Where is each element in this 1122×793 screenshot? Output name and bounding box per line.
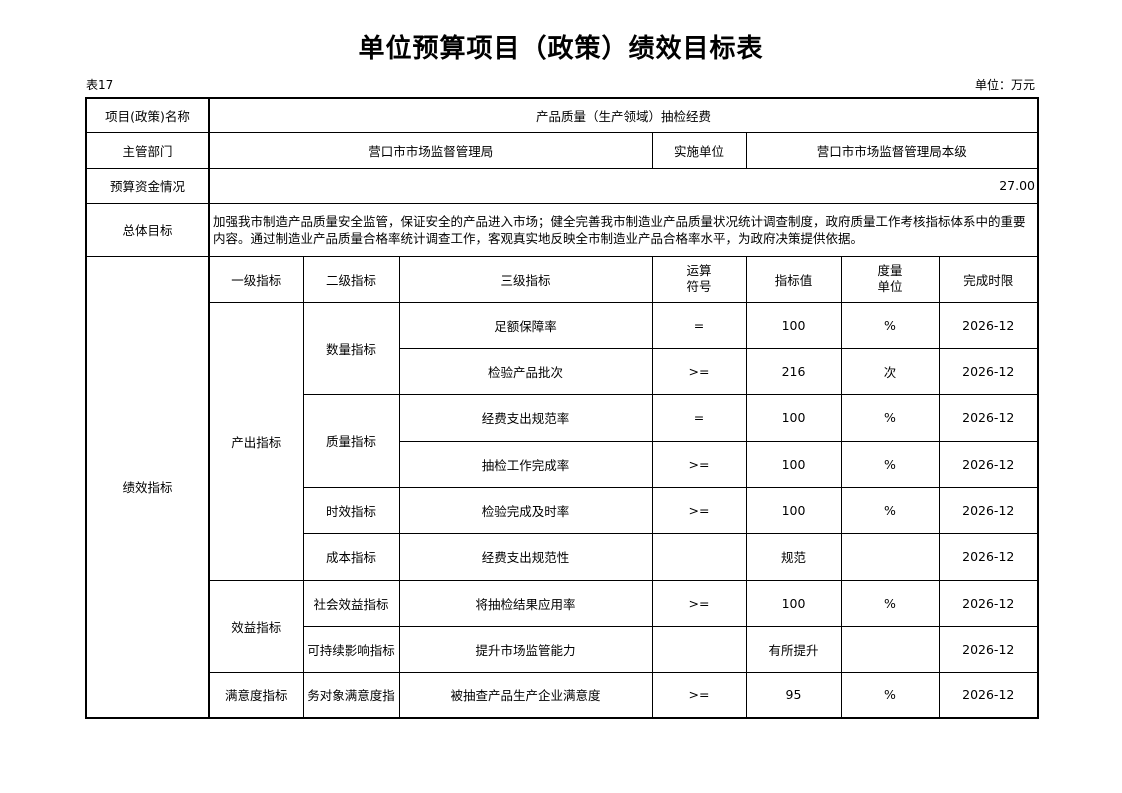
project-name: 产品质量（生产领域）抽检经费 (208, 97, 1039, 133)
value-cell: 100 (745, 301, 842, 349)
level3-cell: 检验完成及时率 (398, 486, 653, 534)
level3-cell: 提升市场监管能力 (398, 625, 653, 673)
value-cell: 规范 (745, 532, 842, 581)
value-cell: 100 (745, 440, 842, 488)
perf-label: 绩效指标 (85, 255, 210, 719)
level1-cell: 产出指标 (208, 301, 304, 581)
unit-label: 单位：万元 (974, 78, 1035, 92)
deadline-cell: 2026-12 (938, 625, 1039, 673)
table-row: 抽检工作完成率 >= 100% 2026-12 (86, 440, 1039, 488)
table-number: 表17 (86, 78, 114, 92)
col-header: 完成时限 (938, 255, 1039, 303)
op-cell (651, 625, 747, 673)
col-header: 三级指标 (398, 255, 653, 303)
value-cell: 100 (745, 579, 842, 627)
level3-cell: 经费支出规范性 (398, 532, 653, 581)
unit-cell: % (840, 393, 940, 442)
value-cell: 100 (745, 486, 842, 534)
col-header: 二级指标 (302, 255, 400, 303)
level2-cell: 社会效益指标 (302, 579, 400, 627)
op-cell: = (651, 301, 747, 349)
unit-cell: % (840, 486, 940, 534)
level1-cell: 满意度指标 (208, 671, 304, 719)
table-row: 满意度指标 务对象满意度指 被抽查产品生产企业满意度 >= 95% 2026-12 (86, 671, 1039, 719)
level3-cell: 抽检工作完成率 (398, 440, 653, 488)
deadline-cell: 2026-12 (938, 532, 1039, 581)
table-row: 成本指标 经费支出规范性 规范 2026-12 (86, 532, 1039, 581)
budget-label: 预算资金情况 (85, 167, 210, 204)
deadline-cell: 2026-12 (938, 440, 1039, 488)
level2-cell: 时效指标 (302, 486, 400, 534)
table-row: 质量指标 经费支出规范率 = 100% 2026-12 (86, 393, 1039, 488)
deadline-cell: 2026-12 (938, 486, 1039, 534)
col-header: 运算 符号 (651, 255, 747, 303)
value-cell: 216 (745, 347, 842, 395)
performance-table: 项目(政策)名称 产品质量（生产领域）抽检经费 主管部门 营口市市场监督管理局 实施单… (85, 97, 1039, 719)
level2-cell: 质量指标 (302, 393, 400, 488)
op-cell (651, 532, 747, 581)
value-cell: 95 (745, 671, 842, 719)
goal-text: 加强我市制造产品质量安全监管，保证安全的产品进入市场；健全完善我市制造业产品质量… (208, 202, 1039, 257)
level3-cell: 检验产品批次 (398, 347, 653, 395)
table-row: 可持续影响指标 提升市场监管能力 有所提升 2026-12 (86, 625, 1039, 673)
unit-cell: % (840, 671, 940, 719)
level3-cell: 将抽检结果应用率 (398, 579, 653, 627)
level2-cell: 数量指标 (302, 301, 400, 395)
unit-cell (840, 625, 940, 673)
unit-cell: % (840, 579, 940, 627)
level3-cell: 被抽查产品生产企业满意度 (398, 671, 653, 719)
deadline-cell: 2026-12 (938, 347, 1039, 395)
impl-value: 营口市市场监督管理局本级 (745, 131, 1039, 169)
col-header: 度量 单位 (840, 255, 940, 303)
level2-cell: 可持续影响指标 (302, 625, 400, 673)
op-cell: = (651, 393, 747, 442)
unit-cell: 次 (840, 347, 940, 395)
unit-cell: % (840, 440, 940, 488)
project-label: 项目(政策)名称 (85, 97, 210, 133)
level3-cell: 足额保障率 (398, 301, 653, 349)
deadline-cell: 2026-12 (938, 671, 1039, 719)
col-header: 一级指标 (208, 255, 304, 303)
table-row: 效益指标 社会效益指标 将抽检结果应用率 >= 100% 2026-12 (86, 579, 1039, 673)
value-cell: 有所提升 (745, 625, 842, 673)
op-cell: >= (651, 347, 747, 395)
op-cell: >= (651, 671, 747, 719)
dept-value: 营口市市场监督管理局 (208, 131, 653, 169)
dept-label: 主管部门 (85, 131, 210, 169)
page-title: 单位预算项目（政策）绩效目标表 (358, 34, 764, 64)
op-cell: >= (651, 486, 747, 534)
deadline-cell: 2026-12 (938, 301, 1039, 349)
op-cell: >= (651, 440, 747, 488)
level2-cell: 成本指标 (302, 532, 400, 581)
unit-cell: % (840, 301, 940, 349)
unit-cell (840, 532, 940, 581)
level1-cell: 效益指标 (208, 579, 304, 673)
table-row: 时效指标 检验完成及时率 >= 100% 2026-12 (86, 486, 1039, 534)
col-header: 指标值 (745, 255, 842, 303)
table-row: 产出指标 数量指标 足额保障率 = 100% 2026-12 (86, 301, 1039, 581)
deadline-cell: 2026-12 (938, 579, 1039, 627)
level3-cell: 经费支出规范率 (398, 393, 653, 442)
op-cell: >= (651, 579, 747, 627)
table-row: 检验产品批次 >= 216 次 2026-12 (86, 347, 1039, 395)
budget-value: 27.00 (208, 167, 1039, 204)
level2-cell: 务对象满意度指 (302, 671, 400, 719)
impl-label: 实施单位 (651, 131, 747, 169)
goal-label: 总体目标 (85, 202, 210, 257)
value-cell: 100 (745, 393, 842, 442)
deadline-cell: 2026-12 (938, 393, 1039, 442)
